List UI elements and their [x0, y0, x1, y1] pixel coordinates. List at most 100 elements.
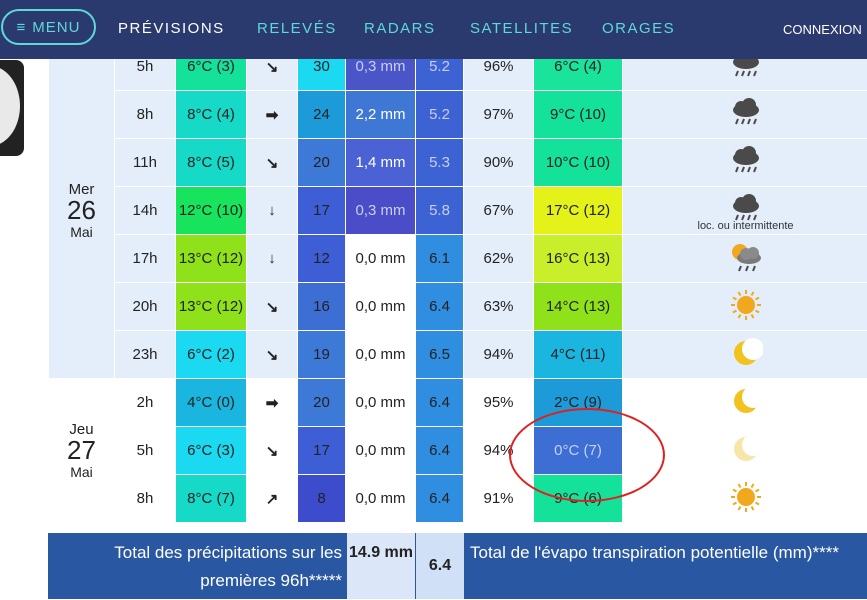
rain-cell: 2,2 mm: [345, 90, 416, 139]
sun-rain-cloud-icon: [729, 240, 763, 274]
moon-icon: [729, 336, 764, 370]
total-evap-label: Total de l'évapo transpiration potentiel…: [470, 543, 839, 562]
felt-temp-cell: 9°C (10): [533, 90, 623, 139]
nav-previsions[interactable]: PRÉVISIONS: [118, 20, 225, 37]
wind-speed-cell: 17: [297, 186, 346, 235]
day-name: Jeu: [69, 420, 94, 438]
weather-cell: loc. ou intermittente: [622, 186, 867, 235]
wind-speed-cell: 20: [297, 378, 346, 427]
evap-cell: 6.4: [415, 282, 464, 331]
time-cell: 14h: [114, 186, 176, 235]
top-nav-bar: ≡ MENU PRÉVISIONS RELEVÉS RADARS SATELLI…: [0, 0, 867, 59]
humidity-cell: 97%: [463, 90, 534, 139]
evap-cell: 5.2: [415, 90, 464, 139]
humidity-cell: 94%: [463, 426, 534, 475]
weather-cell: [622, 234, 867, 283]
forecast-row: 20h 13°C (12) ↘ 16 0,0 mm 6.4 63% 14°C (13): [49, 282, 867, 331]
wind-speed-cell: 24: [297, 90, 346, 139]
day-number: 26: [67, 195, 96, 226]
total-precip-label: Total des précipitations sur les premièr…: [114, 543, 342, 590]
moon-icon: [729, 384, 764, 418]
wind-direction-icon: ↘: [246, 138, 298, 187]
weather-cell: [622, 426, 867, 475]
weather-cell: [622, 474, 867, 523]
day-cell-mer: Mer 26 Mai: [48, 42, 115, 379]
humidity-cell: 62%: [463, 234, 534, 283]
evap-cell: 6.4: [415, 474, 464, 523]
time-cell: 17h: [114, 234, 176, 283]
rain-cell: 0,3 mm: [345, 186, 416, 235]
wind-direction-icon: ↓: [246, 234, 298, 283]
wind-speed-cell: 16: [297, 282, 346, 331]
evap-cell: 6.5: [415, 330, 464, 379]
day-cell-jeu: Jeu 27 Mai: [48, 378, 115, 523]
time-cell: 11h: [114, 138, 176, 187]
evap-cell: 6.4: [415, 378, 464, 427]
wind-speed-cell: 19: [297, 330, 346, 379]
rain-cloud-icon: [729, 96, 763, 130]
wind-direction-icon: ↘: [246, 282, 298, 331]
wind-direction-icon: ↗: [246, 474, 298, 523]
humidity-cell: 95%: [463, 378, 534, 427]
hamburger-icon: ≡: [16, 18, 27, 36]
temperature-cell: 8°C (5): [175, 138, 247, 187]
felt-temp-cell: 16°C (13): [533, 234, 623, 283]
sun-icon: [729, 288, 763, 322]
evap-cell: 6.1: [415, 234, 464, 283]
wind-direction-icon: ↘: [246, 330, 298, 379]
time-cell: 8h: [114, 474, 176, 523]
day-month: Mai: [70, 223, 93, 240]
rain-cell: 0,0 mm: [345, 378, 416, 427]
felt-temp-cell: 10°C (10): [533, 138, 623, 187]
rain-cell: 0,0 mm: [345, 282, 416, 331]
nav-releves[interactable]: RELEVÉS: [257, 20, 337, 37]
temperature-cell: 8°C (7): [175, 474, 247, 523]
forecast-row: Jeu 27 Mai 2h 4°C (0) ➡ 20 0,0 mm 6.4 95% 2°C (9): [48, 378, 867, 523]
sun-icon: [729, 480, 763, 514]
wind-speed-cell: 17: [297, 426, 346, 475]
temperature-cell: 6°C (3): [175, 426, 247, 475]
wind-direction-icon: ↓: [246, 186, 298, 235]
forecast-row: 17h 13°C (12) ↓ 12 0,0 mm 6.1 62% 16°C (13): [49, 234, 867, 283]
felt-temp-cell: 17°C (12): [533, 186, 623, 235]
menu-button[interactable]: ≡ MENU: [1, 9, 96, 45]
evap-cell: 6.4: [415, 426, 464, 475]
rain-cell: 0,0 mm: [345, 426, 416, 475]
rain-cell: 0,0 mm: [345, 330, 416, 379]
totals-row: Total des précipitations sur les premièr…: [48, 533, 867, 599]
felt-temp-cell: 0°C (7): [533, 426, 623, 475]
wind-speed-cell: 12: [297, 234, 346, 283]
forecast-row: 8h 8°C (7) ↗ 8 0,0 mm 6.4 91% 9°C (6): [49, 474, 867, 523]
day-name: Mer: [68, 180, 95, 198]
rain-cell: 0,0 mm: [345, 474, 416, 523]
temperature-cell: 13°C (12): [175, 234, 247, 283]
humidity-cell: 90%: [463, 138, 534, 187]
nav-radars[interactable]: RADARS: [364, 20, 436, 37]
time-cell: 8h: [114, 90, 176, 139]
felt-temp-cell: 2°C (9): [533, 378, 623, 427]
forecast-row: 14h 12°C (10) ↓ 17 0,3 mm 5.8 67% 17°C (12) loc.…: [49, 186, 867, 235]
connexion-link[interactable]: CONNEXION: [783, 22, 862, 37]
temperature-cell: 13°C (12): [175, 282, 247, 331]
weather-cell: [622, 282, 867, 331]
nav-orages[interactable]: ORAGES: [602, 20, 676, 37]
rain-cloud-icon: [729, 144, 763, 178]
weather-cell: [622, 90, 867, 139]
time-cell: 20h: [114, 282, 176, 331]
evap-cell: 5.3: [415, 138, 464, 187]
total-precip-value: 14.9 mm: [347, 533, 415, 599]
total-evap-value: 6.4: [416, 533, 464, 599]
humidity-cell: 63%: [463, 282, 534, 331]
nav-satellites[interactable]: SATELLITES: [470, 20, 574, 37]
forecast-row: 23h 6°C (2) ↘ 19 0,0 mm 6.5 94% 4°C (11): [49, 330, 867, 379]
temperature-cell: 12°C (10): [175, 186, 247, 235]
wind-speed-cell: 8: [297, 474, 346, 523]
forecast-row: 5h 6°C (3) ↘ 17 0,0 mm 6.4 94% 0°C (7): [49, 426, 867, 475]
day-number: 27: [67, 435, 96, 466]
day-month: Mai: [70, 463, 93, 480]
weather-cell: [622, 330, 867, 379]
wind-speed-cell: 20: [297, 138, 346, 187]
felt-temp-cell: 14°C (13): [533, 282, 623, 331]
weather-note: loc. ou intermittente: [697, 220, 794, 232]
